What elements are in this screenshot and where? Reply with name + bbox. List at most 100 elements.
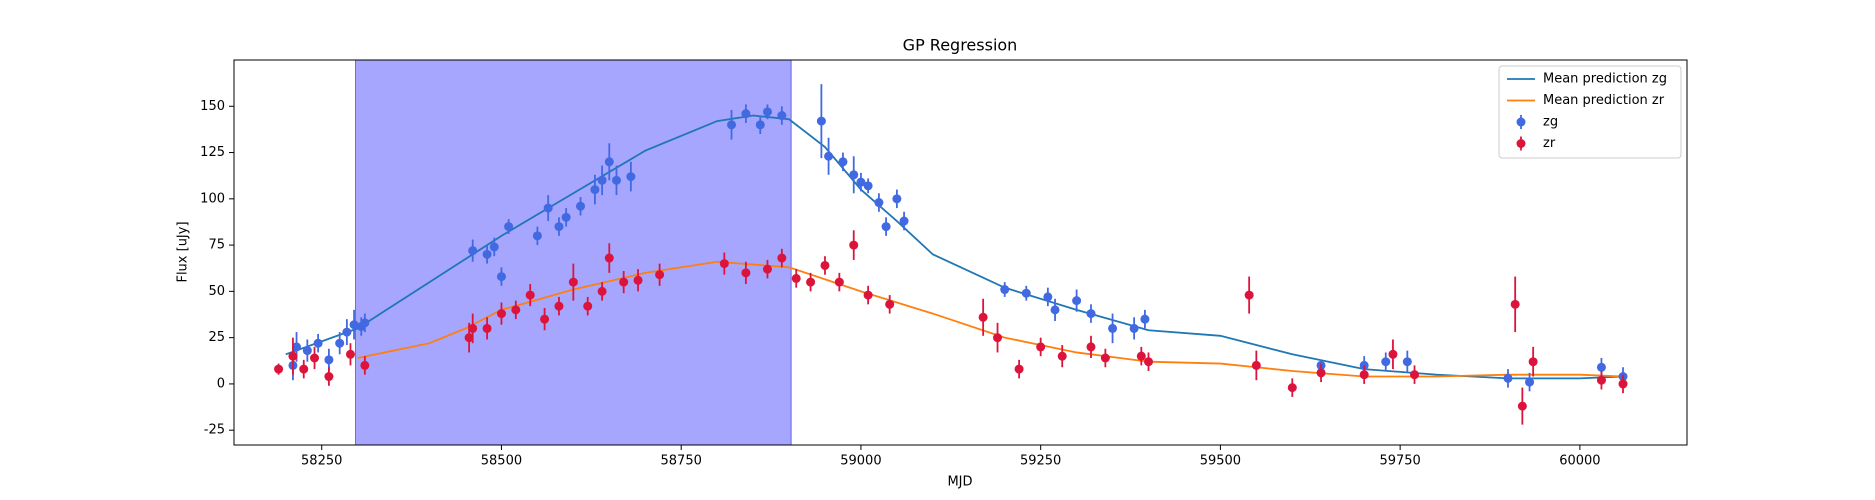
data-point: [335, 338, 345, 348]
data-point: [655, 270, 665, 280]
x-tick-label: 59500: [1200, 454, 1241, 469]
data-point: [597, 286, 607, 296]
data-point: [604, 253, 614, 263]
data-point: [874, 198, 884, 208]
data-point: [863, 290, 873, 300]
data-point: [324, 355, 334, 365]
x-tick-label: 59000: [840, 454, 881, 469]
data-point: [1510, 299, 1520, 309]
shaded-span: [355, 59, 792, 446]
data-point: [482, 323, 492, 333]
y-tick-label: 125: [200, 145, 225, 160]
y-tick-label: 100: [200, 191, 225, 206]
data-point: [561, 212, 571, 222]
data-point: [597, 175, 607, 185]
data-point: [1525, 377, 1535, 387]
data-point: [1086, 309, 1096, 319]
data-point: [1388, 349, 1398, 359]
data-point: [824, 151, 834, 161]
data-point: [1086, 342, 1096, 352]
data-point: [791, 273, 801, 283]
legend-label: Mean prediction zg: [1543, 72, 1667, 87]
data-point: [1100, 353, 1110, 363]
data-point: [345, 349, 355, 359]
x-tick-label: 60000: [1559, 454, 1600, 469]
data-point: [741, 268, 751, 278]
data-point: [762, 107, 772, 117]
data-point: [838, 157, 848, 167]
data-point: [1140, 314, 1150, 324]
data-point: [892, 194, 902, 204]
data-point: [1381, 357, 1391, 367]
data-point: [342, 327, 352, 337]
data-point: [468, 246, 478, 256]
x-tick-label: 59250: [1020, 454, 1061, 469]
x-tick-label: 58500: [481, 454, 522, 469]
data-point: [554, 301, 564, 311]
data-point: [468, 323, 478, 333]
data-point: [504, 222, 514, 232]
data-point: [464, 333, 474, 343]
data-point: [849, 170, 859, 180]
data-point: [1528, 357, 1538, 367]
data-point: [1316, 368, 1326, 378]
data-point: [1618, 379, 1628, 389]
data-point: [820, 260, 830, 270]
data-point: [611, 175, 621, 185]
data-point: [489, 242, 499, 252]
data-point: [583, 301, 593, 311]
data-point: [1517, 401, 1527, 411]
data-point: [540, 314, 550, 324]
data-point: [1144, 357, 1154, 367]
y-tick-label: 50: [208, 284, 225, 299]
data-point: [1402, 357, 1412, 367]
legend-label: zg: [1543, 115, 1558, 130]
data-point: [604, 157, 614, 167]
data-point: [288, 351, 298, 361]
data-point: [1014, 364, 1024, 374]
y-tick-label: 150: [200, 99, 225, 114]
axes-frame: [233, 59, 1688, 446]
chart-title: GP Regression: [903, 36, 1018, 55]
data-point: [274, 364, 284, 374]
data-point: [1000, 285, 1010, 295]
data-point: [806, 277, 816, 287]
data-point: [626, 172, 636, 182]
x-axis-label: MJD: [947, 475, 972, 490]
x-tick-label: 58750: [661, 454, 702, 469]
data-point: [525, 290, 535, 300]
data-point: [1021, 288, 1031, 298]
data-point: [324, 372, 334, 382]
data-point: [1503, 373, 1513, 383]
legend-marker: [1516, 117, 1526, 127]
data-point: [1410, 370, 1420, 380]
data-point: [496, 309, 506, 319]
data-point: [885, 299, 895, 309]
data-point: [576, 201, 586, 211]
data-point: [863, 181, 873, 191]
data-point: [1251, 360, 1261, 370]
y-tick-label: 0: [217, 376, 225, 391]
data-point: [719, 259, 729, 269]
data-point: [1129, 323, 1139, 333]
y-tick-label: 75: [208, 238, 225, 253]
y-tick-label: -25: [204, 423, 225, 438]
data-point: [777, 253, 787, 263]
x-tick-label: 59750: [1379, 454, 1420, 469]
data-point: [1287, 383, 1297, 393]
data-point: [881, 222, 891, 232]
data-point: [1108, 323, 1118, 333]
data-point: [482, 249, 492, 259]
data-point: [1036, 342, 1046, 352]
data-point: [755, 120, 765, 130]
data-point: [978, 312, 988, 322]
data-point: [1050, 305, 1060, 315]
data-point: [762, 264, 772, 274]
data-point: [568, 277, 578, 287]
data-point: [1244, 290, 1254, 300]
data-point: [816, 116, 826, 126]
data-point: [543, 203, 553, 213]
data-point: [727, 120, 737, 130]
data-point: [1072, 296, 1082, 306]
